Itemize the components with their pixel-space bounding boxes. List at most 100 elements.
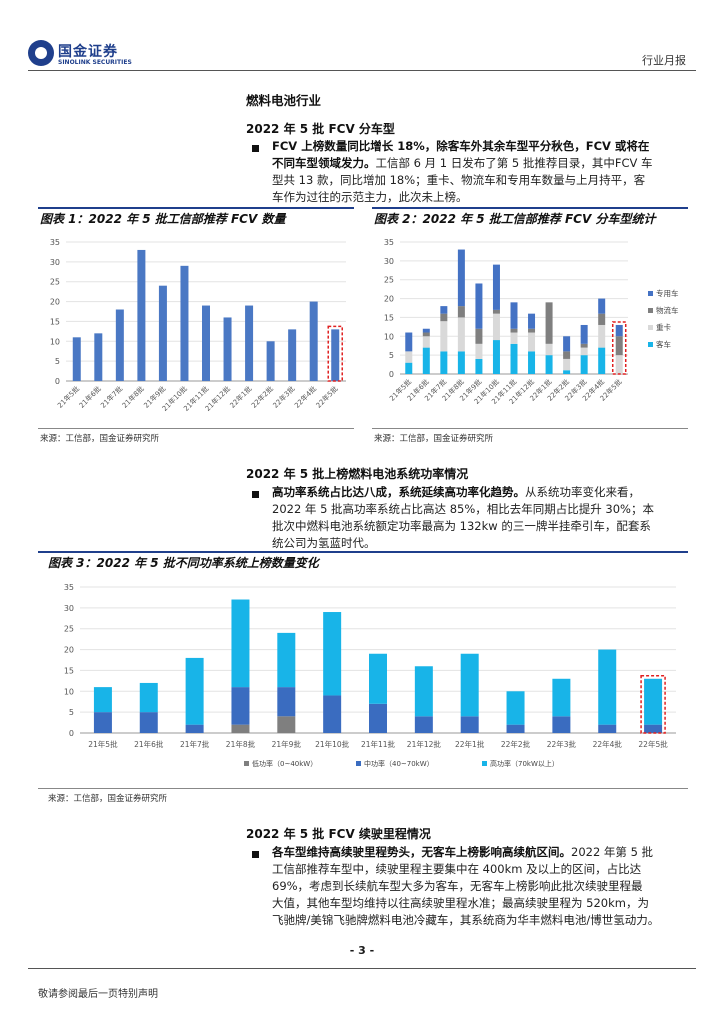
bar-segment [139,712,158,733]
y-tick-label: 15 [64,666,74,675]
fig2-source-line [372,428,688,429]
bar [202,305,210,381]
bar-segment [457,317,465,352]
y-tick-label: 25 [64,625,74,634]
y-tick-label: 5 [55,357,60,366]
bar-segment [563,351,571,359]
x-tick-label: 22年1批 [228,384,254,410]
bar-segment [475,283,483,329]
bar-segment [185,724,204,733]
x-tick-label: 22年4批 [292,384,318,410]
company-logo-icon [28,40,54,66]
header-divider [28,70,696,71]
highlight-box [611,321,627,375]
x-tick-label: 22年4批 [593,739,623,749]
bar-segment [139,682,158,713]
x-tick-label: 22年1批 [455,739,485,749]
x-tick-label: 21年12批 [407,739,442,749]
fig2-chart: 0510152025303521年5批21年6批21年7批21年8批21年9批2… [384,238,679,406]
bar-segment [231,599,250,688]
bar [331,329,340,381]
bar-segment [580,347,588,356]
y-tick-label: 20 [384,295,394,304]
legend-swatch [482,761,487,766]
y-tick-label: 20 [64,646,74,655]
bar-segment [440,306,448,314]
bar-segment [460,653,479,717]
x-tick-label: 21年5批 [88,739,118,749]
bar-segment [93,687,112,713]
bar-segment [598,724,617,733]
bar-segment [231,724,250,733]
bar-segment [475,358,483,374]
y-tick-label: 20 [50,298,60,307]
bar-segment [545,355,553,374]
legend-swatch [244,761,249,766]
highlight-box [327,325,343,382]
bar-segment [475,343,483,359]
bar-segment [598,649,617,725]
bar-segment [598,313,606,325]
block1-paragraph: FCV 上榜数量同比增长 18%，除客车外其余车型平分秋色，FCV 或将在 不同… [272,138,692,206]
block2-bold-line1: 高功率系统占比达八成，系统延续高功率化趋势。 [272,485,525,499]
bar [158,285,167,381]
bar-segment [405,362,413,374]
bar-segment [492,309,500,314]
bar [288,329,297,381]
bar-segment [510,332,518,344]
y-tick-label: 5 [69,708,74,717]
fig1-chart: 0510152025303521年5批21年6批21年7批21年8批21年9批2… [50,238,346,413]
legend-swatch [648,325,653,330]
bar-segment [528,328,536,333]
y-tick-label: 0 [389,370,394,379]
page-number: - 3 - [349,944,375,957]
bar-segment [405,351,413,363]
block3-line2: 工信部推荐车型中，续驶里程主要集中在 400km 及以上的区间，占比达 [272,862,642,876]
x-tick-label: 22年3批 [271,384,297,410]
bar-segment [369,653,387,704]
bar-segment [492,313,500,341]
block2-subtitle: 2022 年 5 批上榜燃料电池系统功率情况 [246,467,469,481]
fig1-source: 来源：工信部，国金证券研究所 [40,434,160,444]
bar-segment [510,343,518,374]
bar-segment [414,716,433,733]
bar-segment [93,712,112,733]
y-tick-label: 35 [50,238,60,247]
bar-segment [563,370,571,374]
x-tick-label: 21年7批 [180,739,210,749]
x-tick-label: 21年11批 [361,739,396,749]
bar-segment [369,703,387,733]
bar-segment [598,324,606,348]
x-tick-label: 21年10批 [315,739,350,749]
bar-segment [615,355,623,374]
bullet-icon [252,491,259,498]
fig3-title-bar [38,551,688,570]
bar-segment [414,666,433,717]
y-tick-label: 25 [50,278,60,287]
bar-segment [506,724,525,733]
bar-segment [440,313,448,322]
x-tick-label: 22年5批 [314,384,340,410]
legend-label: 重卡 [656,322,671,332]
bar-segment [563,358,571,371]
bar [266,341,275,381]
bar-segment [475,328,483,344]
bar-segment [552,678,571,717]
bar-segment [440,321,448,352]
bar-segment [644,678,663,725]
y-tick-label: 35 [384,238,394,247]
y-tick-label: 10 [64,687,74,696]
footer-divider [28,968,696,969]
bar-segment [545,343,553,356]
bullet-icon [252,851,259,858]
bar-segment [563,336,571,352]
x-tick-label: 22年5批 [638,739,668,749]
legend-swatch [648,342,653,347]
bar-segment [405,332,413,352]
bar-segment [580,343,588,348]
legend-label: 低功率（0~40kW） [252,759,317,768]
y-tick-label: 0 [69,729,74,738]
bar-segment [580,355,588,374]
x-tick-label: 21年8批 [226,739,256,749]
bar [72,337,81,381]
